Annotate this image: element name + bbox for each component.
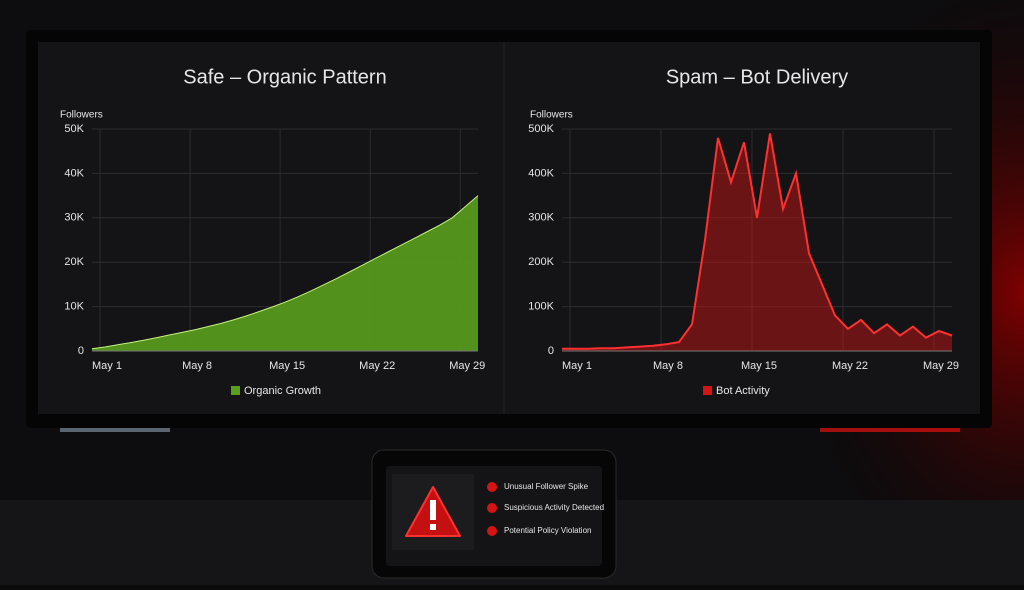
y-tick-label: 50K [64, 123, 84, 135]
y-tick-label: 10K [64, 301, 84, 313]
monitor-light [60, 428, 170, 432]
legend-swatch [703, 386, 712, 395]
y-tick-label: 500K [528, 123, 554, 135]
area [562, 133, 952, 351]
y-tick-label: 0 [78, 345, 84, 357]
monitor-light [820, 428, 960, 432]
y-tick-label: 400K [528, 167, 554, 179]
alert-dot [487, 526, 497, 536]
monitor-screen [38, 42, 980, 414]
x-tick-label: May 15 [741, 360, 777, 372]
y-tick-label: 20K [64, 256, 84, 268]
chart: Spam – Bot Delivery Followers 0 100K 200K 300… [528, 66, 959, 397]
alert-text: Unusual Follower Spike [504, 482, 589, 491]
area [92, 195, 478, 351]
alert-dot [487, 503, 497, 513]
warning-mark [430, 500, 436, 520]
x-tick-label: May 15 [269, 360, 305, 372]
legend-label: Organic Growth [244, 385, 321, 397]
x-tick-label: May 1 [562, 360, 592, 372]
x-tick-label: May 22 [359, 360, 395, 372]
alert-text: Potential Policy Violation [504, 526, 591, 535]
y-tick-label: 100K [528, 301, 554, 313]
x-tick-label: May 29 [449, 360, 485, 372]
y-tick-label: 0 [548, 345, 554, 357]
legend-swatch [231, 386, 240, 395]
line [562, 133, 953, 350]
x-tick-label: May 29 [923, 360, 959, 372]
x-tick-label: May 1 [92, 360, 122, 372]
x-tick-label: May 8 [182, 360, 212, 372]
chart-title: Spam – Bot Delivery [666, 66, 848, 88]
warning-mark [430, 524, 436, 530]
alert-dot [487, 482, 497, 492]
x-tick-label: May 8 [653, 360, 683, 372]
y-tick-label: 200K [528, 256, 554, 268]
line [91, 195, 479, 350]
y-axis-label: Followers [60, 110, 103, 121]
legend-label: Bot Activity [716, 385, 770, 397]
x-tick-label: May 22 [832, 360, 868, 372]
y-tick-label: 40K [64, 167, 84, 179]
y-tick-label: 30K [64, 212, 84, 224]
y-tick-label: 300K [528, 212, 554, 224]
tablet: Unusual Follower Spike Suspicious Activi… [371, 449, 617, 579]
y-axis-label: Followers [530, 110, 573, 121]
chart: Safe – Organic Pattern Followers 0 10K 20K 30… [60, 66, 485, 397]
chart-title: Safe – Organic Pattern [183, 66, 386, 88]
alert-text: Suspicious Activity Detected [504, 503, 604, 512]
